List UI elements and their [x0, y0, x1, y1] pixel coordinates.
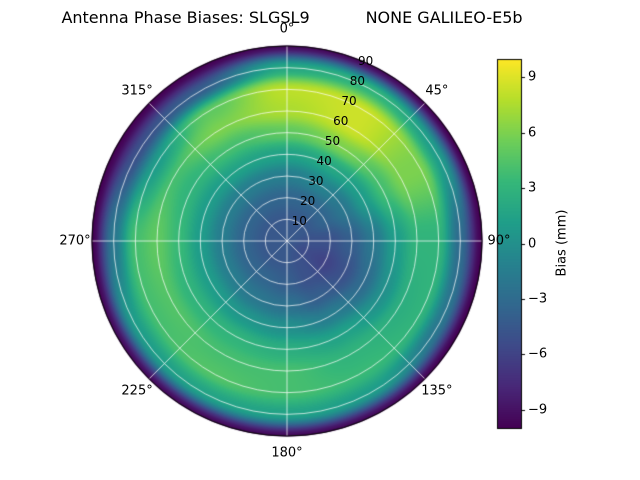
theta-tick-label: 45°	[425, 83, 449, 99]
theta-tick-label: 135°	[421, 383, 453, 399]
colorbar-tick-label: 6	[528, 125, 537, 141]
theta-tick-label: 90°	[487, 233, 511, 249]
colorbar-tick-label: 3	[528, 180, 537, 196]
colorbar-label: Bias (mm)	[554, 209, 570, 277]
colorbar-tick-label: 9	[528, 69, 537, 85]
radial-tick-label: 60	[333, 113, 349, 128]
theta-tick-label: 225°	[121, 383, 153, 399]
colorbar-tick-label: −3	[528, 291, 548, 307]
colorbar-tick-label: −9	[528, 402, 548, 418]
radial-tick-label: 40	[316, 153, 332, 168]
colorbar-tick-label: −6	[528, 346, 548, 362]
theta-tick-label: 315°	[121, 83, 153, 99]
colorbar-tick-label: 0	[528, 236, 537, 251]
theta-tick-label: 270°	[59, 233, 91, 249]
radial-tick-label: 30	[308, 173, 324, 188]
radial-tick-label: 80	[349, 73, 365, 88]
radial-tick-label: 50	[324, 133, 341, 148]
theta-tick-label: 0°	[279, 21, 295, 37]
radial-tick-label: 70	[341, 93, 357, 108]
theta-tick-label: 180°	[271, 445, 303, 461]
radial-tick-label: 10	[291, 213, 307, 228]
radial-tick-label: 20	[299, 193, 316, 208]
radial-tick-label: 90	[357, 53, 374, 68]
